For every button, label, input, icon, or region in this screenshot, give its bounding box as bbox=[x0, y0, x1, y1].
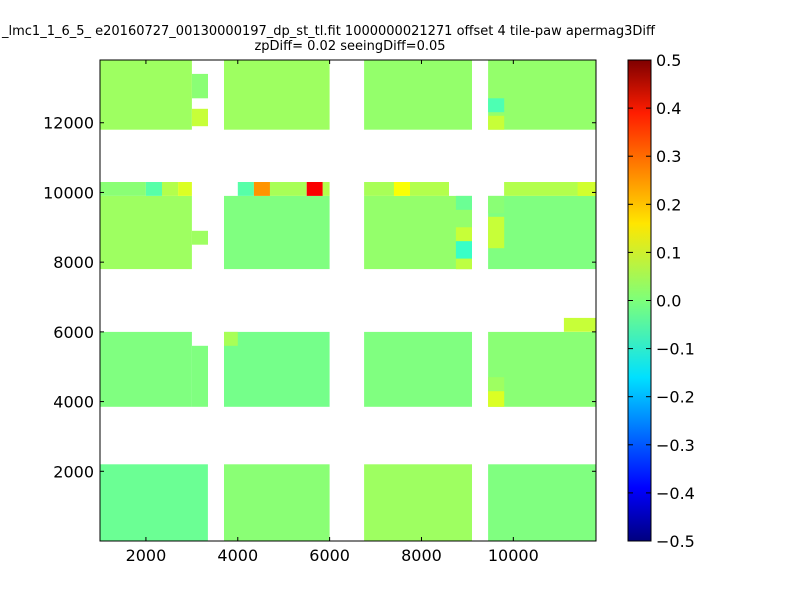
heatmap-cell bbox=[178, 182, 192, 196]
heatmap-cell bbox=[488, 464, 596, 541]
heatmap-cell bbox=[100, 182, 146, 196]
y-axis: 2000 4000 6000 8000 10000 12000 bbox=[43, 114, 596, 481]
x-tick-label: 4000 bbox=[217, 546, 258, 565]
heatmap-cells bbox=[100, 60, 596, 541]
colorbar-tick-label: 0.4 bbox=[656, 99, 681, 118]
heatmap-cell bbox=[191, 108, 208, 127]
heatmap-cell bbox=[455, 195, 472, 210]
heatmap-cell bbox=[364, 182, 394, 196]
x-tick-label: 2000 bbox=[126, 546, 167, 565]
y-tick-label: 6000 bbox=[53, 323, 94, 342]
heatmap-cell bbox=[191, 345, 208, 407]
heatmap-cell bbox=[237, 182, 254, 196]
heatmap-cell bbox=[563, 317, 596, 332]
colorbar-tick-label: 0.3 bbox=[656, 147, 681, 166]
heatmap-cell bbox=[191, 230, 208, 245]
chart-title-line1: _lmc1_1_6_5_ e20160727_00130000197_dp_st… bbox=[2, 24, 655, 39]
heatmap-cell bbox=[224, 464, 330, 541]
heatmap-cell bbox=[488, 377, 505, 392]
heatmap-cell bbox=[364, 464, 472, 541]
heatmap-cell bbox=[488, 195, 505, 214]
heatmap-cell bbox=[224, 331, 330, 407]
heatmap-cell bbox=[455, 241, 472, 259]
colorbar-tick-label: −0.1 bbox=[656, 340, 695, 359]
x-tick-label: 8000 bbox=[401, 546, 442, 565]
heatmap-cell bbox=[488, 60, 596, 130]
heatmap-cell bbox=[504, 182, 596, 196]
colorbar-tick-label: −0.3 bbox=[656, 436, 695, 455]
heatmap-cell bbox=[306, 182, 323, 196]
heatmap-cell bbox=[364, 60, 472, 130]
chart-title-line2: zpDiff= 0.02 seeingDiff=0.05 bbox=[254, 39, 446, 54]
heatmap-cell bbox=[488, 391, 505, 407]
colorbar-tick-label: 0.2 bbox=[656, 195, 681, 214]
heatmap-cell bbox=[224, 60, 330, 130]
y-tick-label: 4000 bbox=[53, 393, 94, 412]
heatmap-cell bbox=[191, 73, 208, 99]
colorbar-axis: 0.5 0.4 0.3 0.2 0.1 0.0 −0.1 −0.2 −0.3 −0.4 −0.5 bbox=[628, 51, 695, 551]
heatmap-cell bbox=[364, 195, 472, 270]
heatmap-cell bbox=[269, 182, 307, 196]
heatmap-cell bbox=[577, 182, 596, 196]
heatmap-cell bbox=[224, 195, 330, 270]
heatmap-cell bbox=[162, 182, 179, 196]
heatmap-cell bbox=[455, 227, 472, 242]
heatmap-cell bbox=[100, 195, 192, 270]
y-tick-label: 12000 bbox=[43, 114, 94, 133]
heatmap-cell bbox=[100, 331, 192, 407]
heatmap-cell bbox=[488, 98, 505, 113]
x-tick-label: 10000 bbox=[488, 546, 539, 565]
heatmap-cell bbox=[488, 195, 596, 270]
heatmap-cell bbox=[145, 182, 162, 196]
colorbar-tick-label: −0.5 bbox=[656, 532, 695, 551]
heatmap-cell bbox=[488, 216, 505, 249]
heatmap-cell bbox=[488, 331, 596, 407]
colorbar-tick-label: 0.1 bbox=[656, 243, 681, 262]
heatmap-cell bbox=[322, 182, 330, 196]
colorbar-tick-label: 0.0 bbox=[656, 292, 681, 311]
heatmap-cell bbox=[224, 331, 238, 346]
heatmap-cell bbox=[410, 182, 449, 196]
heatmap-cell bbox=[253, 182, 270, 196]
x-tick-label: 6000 bbox=[309, 546, 350, 565]
heatmap-cell bbox=[100, 464, 208, 541]
heatmap-cell bbox=[393, 182, 410, 196]
heatmap-cell bbox=[488, 115, 505, 130]
y-tick-label: 2000 bbox=[53, 462, 94, 481]
y-tick-label: 8000 bbox=[53, 253, 94, 272]
colorbar-tick-label: −0.4 bbox=[656, 484, 695, 503]
colorbar-tick-label: 0.5 bbox=[656, 51, 681, 70]
heatmap-cell bbox=[455, 258, 472, 270]
heatmap-cell bbox=[364, 331, 472, 407]
heatmap-cell bbox=[100, 60, 192, 130]
y-tick-label: 10000 bbox=[43, 183, 94, 202]
colorbar-tick-label: −0.2 bbox=[656, 388, 695, 407]
x-axis: 2000 4000 6000 8000 10000 bbox=[126, 60, 539, 565]
plot-frame bbox=[99, 59, 597, 542]
